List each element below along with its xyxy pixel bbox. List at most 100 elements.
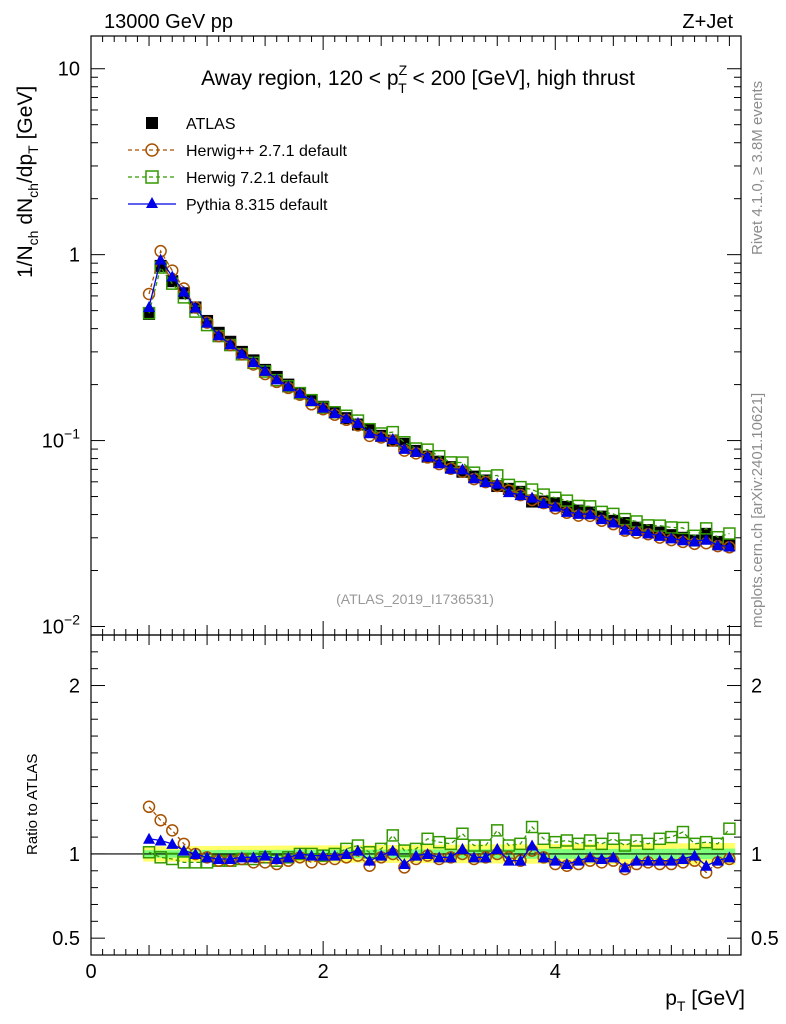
pythia-point [398,442,411,454]
pythia-ratio-point [700,859,713,871]
herwig7-ratio-point [676,825,690,839]
pythia-point [676,534,689,546]
pythia-point [259,364,272,376]
pythia-ratio-point [340,847,353,859]
herwig7-ratio-point [456,827,469,840]
pythia-point [549,500,562,512]
pythia-ratio-point [723,851,736,863]
legend-pythia-marker [146,197,158,208]
pythia-point [456,463,469,475]
ratio-y-axis-label: Ratio to ATLAS [24,754,41,855]
pythia-ratio-point [514,854,527,866]
pythia-ratio-point [584,851,597,863]
main-series-group [142,244,736,554]
legend-atlas-marker [146,117,158,129]
rivet-label: Rivet 4.1.0, ≥ 3.8M events [749,81,766,255]
pythia-ratio-point [711,854,724,866]
pythia-ratio-point [479,851,492,863]
pythia-point [653,529,666,541]
pythia-ratio-point [293,847,306,859]
pythia-ratio-point [235,851,248,863]
herwig7-ratio-point [479,839,492,852]
pythia-point [502,486,515,498]
pythia-point [410,445,422,457]
pythia-point [421,450,434,462]
pythia-line [148,258,730,548]
pythia-point [375,430,388,442]
ratio-tick-label-right: 0.5 [751,928,779,950]
pythia-point [572,507,585,519]
herwig7-ratio-point [723,822,736,835]
pythia-point [154,253,167,265]
herwig7-line [148,266,730,538]
y-tick-label: 10 [58,59,80,81]
herwig7-ratio-point [444,837,458,851]
pythia-point [584,508,597,520]
x-axis-label: pT [GeV] [665,987,745,1014]
pythia-point [444,462,457,474]
ratio-tick-label-left: 0.5 [52,928,80,950]
pythia-point [642,527,655,539]
pythia-ratio-point [317,849,330,861]
ratio-tick-label-right: 1 [751,844,762,866]
herwig7-point [723,527,736,540]
pythia-point [143,300,156,312]
pythia-point [363,427,376,439]
pythia-ratio-point [224,853,237,864]
pythia-ratio-point [572,854,585,866]
pythia-point [317,401,330,413]
pythia-ratio-point [270,853,283,864]
x-tick-label: 0 [85,961,96,983]
chart-title: Away region, 120 < pZ T < 200 [GeV], high… [201,62,635,96]
herwig7-ratio-point [386,829,400,842]
y-tick-label: 10−1 [42,426,80,453]
pythia-point [386,432,399,444]
legend-herwigpp-marker [145,143,159,157]
pythia-ratio-point [444,851,457,863]
x-tick-label: 4 [550,961,561,983]
pythia-point [224,338,237,350]
pythia-ratio-point [549,854,562,866]
herwig7-ratio-point [711,837,725,851]
pythia-ratio-point [166,837,179,849]
pythia-ratio-point [560,858,573,870]
pythia-ratio-point [189,847,202,859]
pythia-point [514,489,527,501]
pythia-ratio-point [143,832,156,844]
mcplots-label: mcplots.cern.ch [arXiv:2401.10621] [749,393,766,628]
ratio-panel-frame [90,634,742,956]
pythia-point [305,394,318,406]
pythia-point [212,329,225,341]
pythia-point [293,387,306,399]
process-label: Z+Jet [682,11,733,33]
herwig7-ratio-point [607,832,620,846]
pythia-point [351,416,364,428]
pythia-point [630,524,643,536]
pythia-point [201,316,214,328]
pythia-ratio-point [305,849,318,861]
pythia-ratio-point [154,834,167,846]
pythia-point [526,491,539,503]
pythia-point [166,270,179,282]
legend: ATLAS Herwig++ 2.7.1 default Herwig 7.2.… [128,116,348,214]
pythia-point [618,523,631,535]
pythia-ratio-point [398,858,411,870]
pythia-ratio-point [177,844,190,856]
pythia-ratio-point [201,851,214,863]
pythia-ratio-point [642,854,655,866]
legend-herwigpp-label: Herwig++ 2.7.1 default [186,143,348,160]
legend-pythia-label: Pythia 8.315 default [186,197,328,214]
y-tick-label: 10−2 [42,611,80,638]
pythia-ratio-point [363,854,376,866]
pythia-ratio-point [595,853,608,864]
y-tick-label: 1 [69,245,80,267]
pythia-ratio-point [433,851,446,863]
pythia-ratio-point [502,854,515,866]
pythia-point [189,301,202,313]
pythia-ratio-point [456,842,469,854]
herwig7-point [676,521,690,535]
pythia-ratio-point [537,851,550,863]
pythia-ratio-point [259,849,272,861]
pythia-point [723,540,736,552]
pythia-point [479,476,492,488]
